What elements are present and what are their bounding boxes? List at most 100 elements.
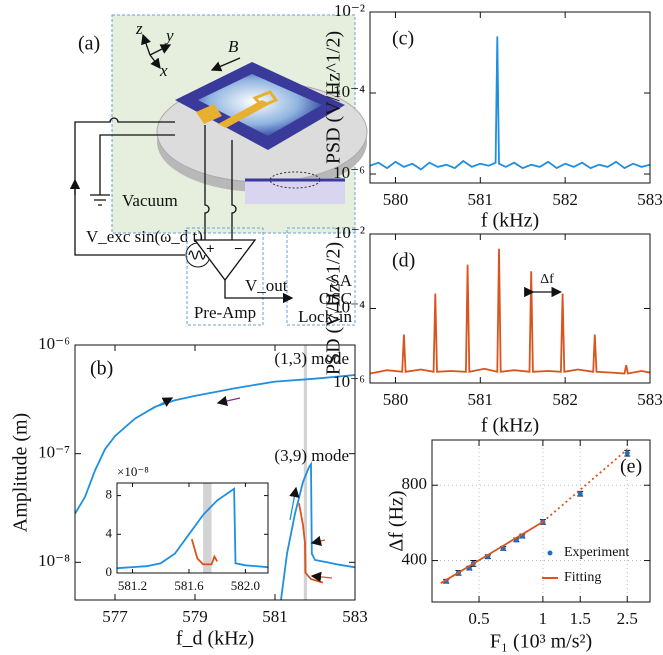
y-axis-label: Δf (Hz) — [386, 490, 408, 551]
y-tick-label: 10⁻⁶ — [333, 163, 365, 182]
x-tick-label: 580 — [383, 190, 409, 209]
x-tick-label: 580 — [383, 390, 409, 409]
plot-frame — [116, 482, 269, 574]
x-tick-label: 583 — [637, 190, 663, 209]
series-line — [542, 448, 628, 523]
output-label: V_out — [245, 276, 288, 295]
instrument-label: OSC — [319, 289, 352, 308]
instrument-label: Lock-in — [298, 307, 352, 326]
x-axis-label: f_d (kHz) — [176, 628, 254, 650]
y-axis-label: PSD (V/Hz^1/2) — [323, 31, 345, 164]
x-tick-label: 1.5 — [570, 609, 591, 628]
x-tick-label: 581 — [262, 607, 288, 626]
axis-y: y — [164, 26, 174, 45]
setup-diagram: (a) z y x B Vacuum V_exc sin(ω_d t) — [69, 14, 368, 326]
amp-minus: − — [234, 241, 243, 257]
data-point — [577, 491, 583, 497]
y-tick-label: 10⁻⁸ — [38, 551, 70, 570]
cross-section-mode — [269, 171, 321, 189]
axis-x: x — [159, 61, 168, 80]
field-label: B — [228, 37, 239, 56]
axis-multiplier: ×10⁻⁸ — [117, 464, 149, 479]
highlight-band — [203, 483, 212, 573]
plot-frame — [369, 233, 651, 384]
sweep-arrow — [289, 486, 300, 521]
instrument-label: SA — [330, 271, 352, 290]
x-tick-label: 582 — [552, 190, 578, 209]
series-line — [280, 461, 355, 600]
series-line — [370, 248, 650, 375]
amplifier-label: Pre-Amp — [194, 303, 256, 322]
plot-frame — [431, 439, 651, 603]
x-tick-label: 579 — [182, 607, 208, 626]
panel-label: (b) — [90, 358, 113, 380]
y-tick-label: 0 — [106, 564, 113, 579]
y-tick-label: 10⁻⁴ — [333, 82, 365, 101]
legend-label: Fitting — [564, 570, 601, 585]
y-tick-label: 10⁻² — [334, 1, 365, 20]
y-axis-label: PSD (V/Hz^1/2) — [323, 242, 345, 375]
x-tick-label: 583 — [342, 607, 368, 626]
x-tick-label: 583 — [637, 390, 663, 409]
axes-icon — [141, 33, 172, 70]
highlight-band — [303, 345, 307, 600]
sine-icon — [188, 250, 206, 260]
electrode — [252, 90, 279, 108]
sweep-arrow — [310, 571, 333, 583]
panel: 580 581 582 583 10⁻⁶ 10⁻⁴ 10⁻² (c) f (kHz) PSD (V… — [323, 1, 663, 232]
y-axis-label: Amplitude (m) — [10, 413, 32, 532]
x-tick-label: 582 — [552, 390, 578, 409]
y-tick-label: 10⁻⁷ — [38, 443, 70, 462]
series-line — [370, 36, 650, 171]
drive-label: V_exc sin(ω_d t) — [86, 227, 203, 246]
series-line — [190, 538, 218, 566]
panel: 581.2 581.6 582.0 0 4 8 ×10⁻⁸ — [106, 464, 269, 593]
cross-section — [245, 178, 345, 204]
data-point — [624, 450, 630, 456]
legend-label: Experiment — [564, 545, 629, 560]
amp-plus: + — [206, 241, 215, 257]
annotation: Δf — [540, 272, 554, 287]
y-tick-label: 10⁻⁶ — [38, 334, 70, 353]
x-tick-label: 581.2 — [118, 578, 147, 593]
annotation: (3,9) mode — [274, 446, 349, 465]
x-tick-label: 581 — [468, 190, 494, 209]
plot-area — [370, 234, 650, 383]
x-tick-label: 581 — [468, 390, 494, 409]
axis-z: z — [135, 19, 143, 38]
x-axis-label: f (kHz) — [481, 415, 539, 437]
y-tick-label: 10⁻² — [334, 223, 365, 242]
y-tick-label: 8 — [106, 487, 113, 502]
electrode — [218, 100, 270, 128]
annotation: (1,3) mode — [274, 349, 349, 368]
y-tick-label: 10⁻⁶ — [333, 372, 365, 391]
preamp-box — [186, 227, 264, 326]
plot-area — [370, 12, 650, 183]
plot-frame — [74, 344, 356, 601]
x-tick-label: 0.5 — [468, 609, 489, 628]
y-tick-label: 400 — [402, 549, 428, 568]
instrument-box — [286, 227, 356, 326]
panel-label: (a) — [78, 33, 100, 55]
panel-label: (e) — [620, 456, 642, 478]
drive-wire — [74, 117, 185, 256]
legend-marker — [547, 550, 553, 556]
chamber-label: Vacuum — [122, 191, 178, 210]
x-axis-label: f (kHz) — [481, 210, 539, 232]
x-axis-label: F₁ (10³ m/s²) — [490, 631, 592, 653]
sweep-arrow — [310, 535, 326, 547]
x-tick-label: 582.0 — [231, 578, 260, 593]
y-tick-label: 800 — [402, 474, 428, 493]
sweep-arrow — [216, 395, 241, 407]
plot-frame — [369, 11, 651, 184]
field-arrow — [210, 57, 241, 72]
panel-label: (d) — [392, 250, 415, 272]
x-tick-label: 1 — [539, 609, 548, 628]
x-tick-label: 577 — [102, 607, 128, 626]
series-line — [117, 487, 268, 570]
panel: 0.5 1 1.5 2.5 400 800 (e) F₁ (10³ m/s²) Δf (Hz) E… — [386, 439, 651, 653]
series-line — [440, 521, 544, 584]
panel: 580 581 582 583 10⁻⁶ 10⁻⁴ 10⁻² (d) f (kHz) PSD (V… — [323, 223, 663, 437]
x-tick-label: 2.5 — [617, 609, 638, 628]
